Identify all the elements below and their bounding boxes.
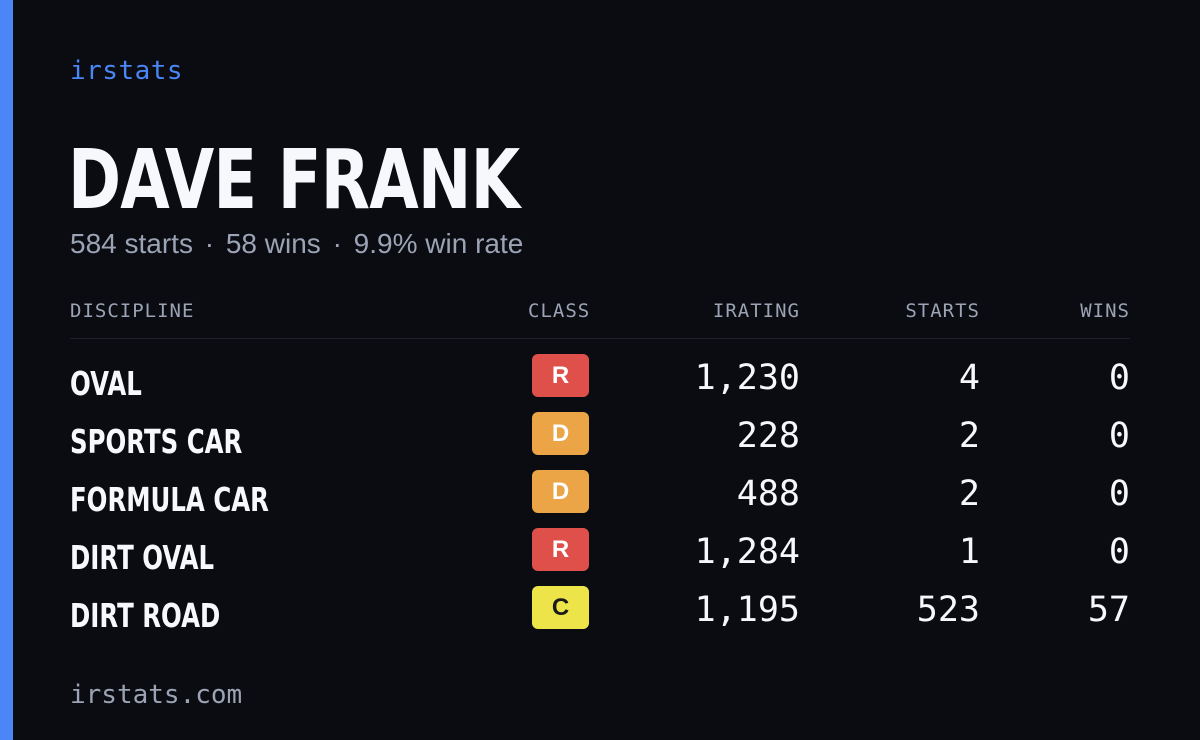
starts-value: 2: [958, 474, 980, 514]
discipline-name: FORMULA CAR: [70, 480, 269, 519]
irating-value: 488: [736, 474, 800, 514]
wins-value: 0: [1108, 532, 1130, 572]
discipline-name: DIRT OVAL: [70, 538, 215, 577]
summary-separator: ·: [332, 228, 342, 259]
header-wins: WINS: [1080, 300, 1130, 322]
discipline-name: DIRT ROAD: [70, 596, 221, 635]
wins-value: 57: [1087, 590, 1130, 630]
starts-value: 523: [916, 590, 980, 630]
accent-bar: [0, 0, 13, 740]
header-irating: IRATING: [712, 300, 800, 322]
brand-logo[interactable]: irstats: [70, 56, 184, 86]
starts-value: 4: [958, 358, 980, 398]
header-discipline: DISCIPLINE: [70, 300, 195, 322]
class-badge: R: [532, 354, 589, 397]
wins-value: 0: [1108, 474, 1130, 514]
irating-value: 1,284: [694, 532, 800, 572]
player-name: DAVE FRANK: [68, 133, 520, 228]
summary-win-rate: 9.9% win rate: [353, 228, 524, 259]
discipline-name: SPORTS CAR: [70, 422, 243, 461]
table-row: OVAL R 1,230 4 0: [70, 350, 1130, 408]
player-summary: 584 starts · 58 wins · 9.9% win rate: [70, 228, 523, 260]
header-starts: STARTS: [905, 300, 980, 322]
class-badge: C: [532, 586, 589, 629]
irating-value: 1,195: [694, 590, 800, 630]
irating-value: 228: [736, 416, 800, 456]
table-row: DIRT OVAL R 1,284 1 0: [70, 524, 1130, 582]
header-class: CLASS: [528, 300, 591, 322]
summary-separator: ·: [204, 228, 215, 259]
summary-wins: 58 wins: [225, 228, 321, 259]
wins-value: 0: [1108, 358, 1130, 398]
footer-url[interactable]: irstats.com: [70, 680, 243, 710]
stats-table-header: DISCIPLINE CLASS IRATING STARTS WINS: [70, 300, 1130, 339]
stats-table-body: OVAL R 1,230 4 0 SPORTS CAR D 228 2 0 FO…: [70, 350, 1130, 640]
wins-value: 0: [1108, 416, 1130, 456]
class-badge: D: [532, 412, 589, 455]
starts-value: 2: [958, 416, 980, 456]
discipline-name: OVAL: [70, 364, 142, 403]
table-row: DIRT ROAD C 1,195 523 57: [70, 582, 1130, 640]
class-badge: D: [532, 470, 589, 513]
starts-value: 1: [958, 532, 980, 572]
class-badge: R: [532, 528, 589, 571]
table-row: SPORTS CAR D 228 2 0: [70, 408, 1130, 466]
summary-starts: 584 starts: [70, 228, 193, 259]
table-row: FORMULA CAR D 488 2 0: [70, 466, 1130, 524]
irating-value: 1,230: [694, 358, 800, 398]
